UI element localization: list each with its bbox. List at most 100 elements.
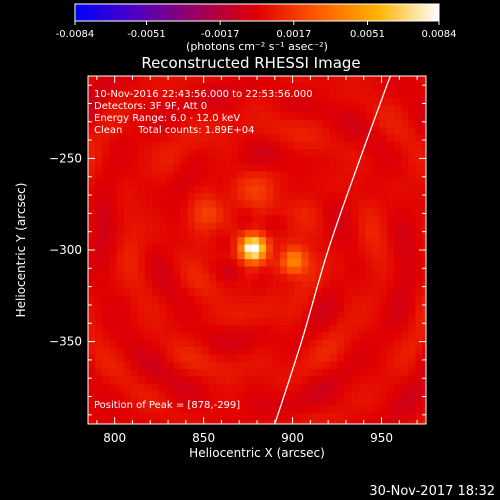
heatmap-cell <box>187 207 196 216</box>
heatmap-cell <box>393 259 402 268</box>
heatmap-cell <box>358 171 367 180</box>
heatmap-cell <box>201 149 210 158</box>
heatmap-cell <box>194 207 203 216</box>
heatmap-cell <box>258 398 267 407</box>
heatmap-cell <box>152 193 160 202</box>
heatmap-cell <box>344 339 352 348</box>
heatmap-cell <box>365 134 374 143</box>
heatmap-cell <box>379 420 388 424</box>
heatmap-cell <box>365 222 374 231</box>
heatmap-cell <box>344 325 352 334</box>
heatmap-cell <box>95 222 103 231</box>
heatmap-cell <box>258 405 267 414</box>
heatmap-cell <box>95 361 103 370</box>
heatmap-cell <box>280 222 288 231</box>
heatmap-cell <box>180 141 189 150</box>
heatmap-cell <box>386 185 395 194</box>
heatmap-cell <box>95 141 103 150</box>
heatmap-cell <box>408 420 416 424</box>
heatmap-cell <box>379 156 388 165</box>
heatmap-cell <box>173 251 182 260</box>
heatmap-cell <box>301 83 310 92</box>
heatmap-cell <box>344 281 352 290</box>
heatmap-cell <box>201 193 210 202</box>
heatmap-cell <box>187 369 196 377</box>
annotation-time-range: 10-Nov-2016 22:43:56.000 to 22:53:56.000 <box>94 89 313 100</box>
heatmap-cell <box>223 310 231 319</box>
heatmap-cell <box>344 207 352 216</box>
heatmap-cell <box>137 112 146 121</box>
heatmap-cell <box>258 354 267 363</box>
heatmap-cell <box>137 413 146 421</box>
heatmap-cell <box>223 83 231 92</box>
heatmap-cell <box>422 281 426 290</box>
heatmap-cell <box>137 295 146 304</box>
heatmap-cell <box>116 229 125 238</box>
heatmap-cell <box>422 141 426 150</box>
heatmap-cell <box>294 156 303 165</box>
heatmap-cell <box>308 105 317 114</box>
heatmap-cell <box>351 105 359 114</box>
heatmap-cell <box>358 303 367 312</box>
heatmap-cell <box>230 288 239 297</box>
heatmap-cell <box>315 83 324 92</box>
heatmap-cell <box>372 178 381 187</box>
heatmap-cell <box>159 163 167 172</box>
heatmap-cell <box>386 207 395 216</box>
heatmap-cell <box>230 229 239 238</box>
heatmap-cell <box>379 266 388 275</box>
heatmap-cell <box>372 200 381 209</box>
heatmap-cell <box>159 207 167 216</box>
heatmap-cell <box>415 383 424 392</box>
heatmap-cell <box>95 339 103 348</box>
heatmap-cell <box>166 413 174 421</box>
heatmap-cell <box>109 369 118 377</box>
heatmap-cell <box>208 112 217 121</box>
heatmap-cell <box>329 405 338 414</box>
heatmap-cell <box>365 185 374 194</box>
heatmap-cell <box>88 310 96 319</box>
heatmap-cell <box>401 134 409 143</box>
heatmap-cell <box>152 244 160 253</box>
heatmap-cell <box>386 112 395 121</box>
heatmap-cell <box>273 163 281 172</box>
heatmap-cell <box>137 237 146 246</box>
heatmap-cell <box>216 119 224 128</box>
heatmap-cell <box>301 317 310 326</box>
heatmap-cell <box>152 76 160 84</box>
heatmap-cell <box>315 413 324 421</box>
heatmap-cell <box>223 347 231 355</box>
heatmap-cell <box>194 127 203 136</box>
heatmap-cell <box>329 317 338 326</box>
heatmap-cell <box>401 222 409 231</box>
heatmap-cell <box>315 369 324 377</box>
heatmap-cell <box>130 295 139 304</box>
heatmap-cell <box>344 222 352 231</box>
heatmap-cell <box>358 266 367 275</box>
heatmap-cell <box>237 361 246 370</box>
heatmap-cell <box>379 332 388 341</box>
heatmap-cell <box>287 105 295 114</box>
heatmap-cell <box>130 207 139 216</box>
heatmap-cell <box>102 413 110 421</box>
heatmap-cell <box>223 141 231 150</box>
heatmap-cell <box>415 119 424 128</box>
heatmap-cell <box>344 317 352 326</box>
heatmap-cell <box>216 171 224 180</box>
heatmap-cell <box>351 347 359 355</box>
heatmap-cell <box>344 127 352 136</box>
heatmap-cell <box>223 97 231 106</box>
heatmap-cell <box>393 178 402 187</box>
heatmap-cell <box>187 376 196 385</box>
heatmap-cell <box>315 112 324 121</box>
heatmap-cell <box>166 405 174 414</box>
heatmap-cell <box>329 244 338 253</box>
heatmap-cell <box>130 281 139 290</box>
heatmap-cell <box>173 215 182 224</box>
heatmap-cell <box>393 413 402 421</box>
heatmap-cell <box>159 332 167 341</box>
heatmap-cell <box>393 156 402 165</box>
heatmap-cell <box>258 251 267 260</box>
heatmap-cell <box>137 97 146 106</box>
heatmap-cell <box>223 303 231 312</box>
